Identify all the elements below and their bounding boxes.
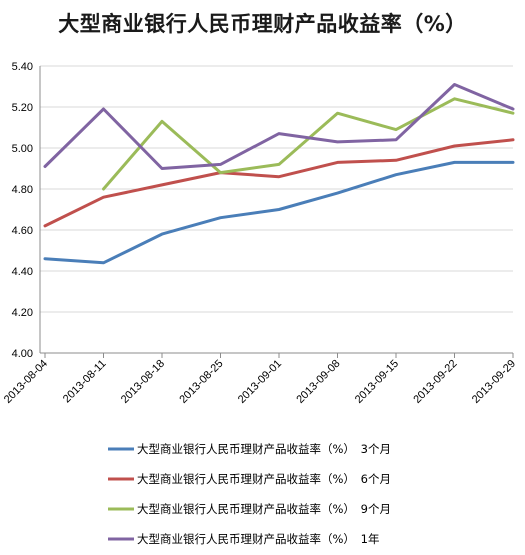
y-tick-label: 5.20 <box>12 102 33 114</box>
x-tick-label: 2013-08-25 <box>177 358 225 406</box>
y-tick-label: 4.20 <box>12 307 33 319</box>
x-tick-label: 2013-09-01 <box>236 358 284 406</box>
y-tick-label: 4.60 <box>12 225 33 237</box>
x-axis-ticks: 2013-08-04 2013-08-11 2013-08-18 2013-08-25… <box>2 353 518 406</box>
x-tick-label: 2013-09-08 <box>294 358 342 406</box>
x-tick-label: 2013-08-11 <box>61 358 109 406</box>
y-tick-label: 5.00 <box>12 143 33 155</box>
x-tick-label: 2013-09-29 <box>470 358 518 406</box>
axes <box>39 66 513 354</box>
legend-label: 大型商业银行人民币理财产品收益率（%） 6个月 <box>137 472 391 486</box>
legend-label: 大型商业银行人民币理财产品收益率（%） 9个月 <box>137 502 391 516</box>
y-tick-label: 5.40 <box>12 61 33 73</box>
x-tick-label: 2013-08-04 <box>2 358 50 406</box>
legend-label: 大型商业银行人民币理财产品收益率（%） 1年 <box>137 532 380 546</box>
legend: 大型商业银行人民币理财产品收益率（%） 3个月大型商业银行人民币理财产品收益率（… <box>108 442 391 546</box>
series-line-1 <box>43 160 515 265</box>
y-tick-label: 4.40 <box>12 266 33 278</box>
x-tick-label: 2013-09-15 <box>353 358 401 406</box>
x-tick-label: 2013-08-18 <box>119 358 167 406</box>
legend-label: 大型商业银行人民币理财产品收益率（%） 3个月 <box>137 442 391 456</box>
series-line-4 <box>43 83 515 170</box>
y-axis-ticks: 4.00 4.20 4.40 4.60 4.80 5.00 5.20 5.40 <box>12 61 33 360</box>
x-tick-label: 2013-09-22 <box>411 358 459 406</box>
series-lines <box>43 83 515 265</box>
y-tick-label: 4.80 <box>12 184 33 196</box>
series-line-3 <box>102 97 515 191</box>
y-tick-label: 4.00 <box>12 348 33 360</box>
chart-title: 大型商业银行人民币理财产品收益率（%） <box>58 12 467 36</box>
series-line-2 <box>43 138 515 228</box>
